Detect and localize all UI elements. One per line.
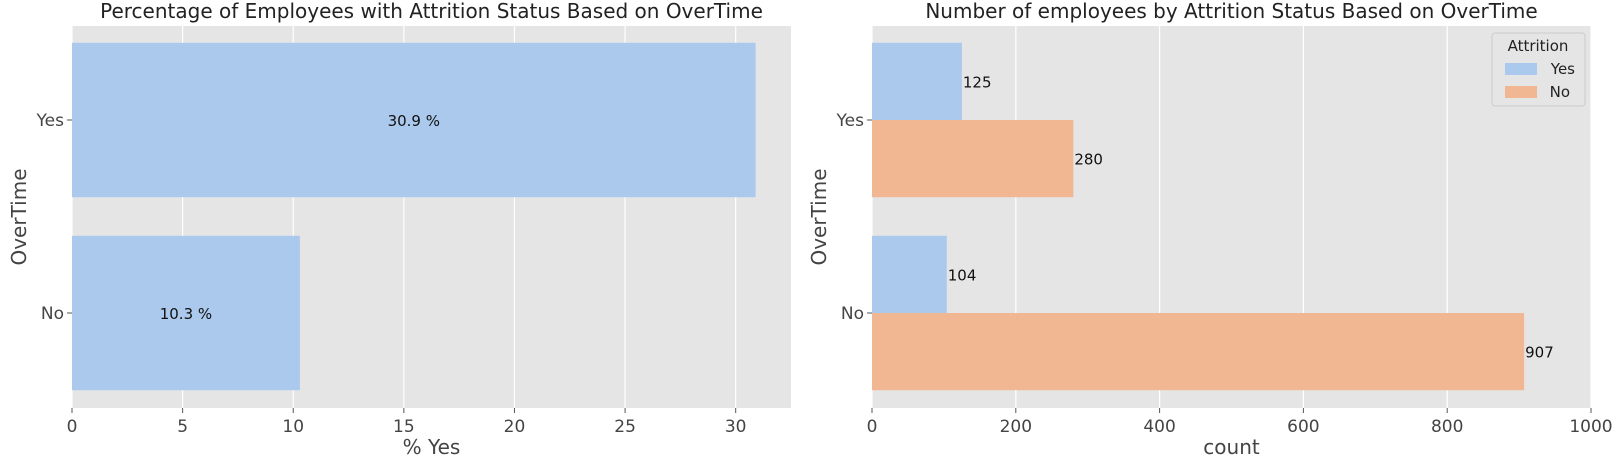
x-axis-label: count [1203,435,1260,459]
bar-no-yes [872,120,1074,198]
x-axis-label: % Yes [403,435,461,459]
x-tick-label: 30 [725,417,747,437]
bar-no-no [872,313,1525,391]
data-label: 280 [1074,151,1103,169]
data-labels: 30.9 % 10.3 % [160,112,440,323]
legend-swatch-no [1505,86,1537,98]
legend-label-yes: Yes [1550,60,1575,78]
y-axis-ticks: Yes No [836,111,872,324]
bar-no [72,235,300,391]
y-axis-ticks: Yes No [36,111,72,324]
data-label: 907 [1525,344,1554,362]
bars [72,42,756,391]
y-tick-label: Yes [836,111,865,131]
x-tick-label: 15 [393,417,415,437]
x-tick-label: 1000 [1569,417,1612,437]
bar-yes-no [872,235,947,313]
legend: Attrition Yes No [1491,32,1586,107]
legend-label-no: No [1550,83,1570,101]
percentage-chart: 0 5 10 15 20 25 30 Yes No 30.9 % 10.3 % Percenta… [7,0,791,459]
x-tick-label: 10 [282,417,304,437]
y-tick-label: Yes [36,111,65,131]
x-tick-label: 0 [867,417,878,437]
chart-title: Percentage of Employees with Attrition S… [100,0,763,23]
x-tick-label: 600 [1287,417,1319,437]
x-tick-label: 5 [177,417,188,437]
x-axis-ticks: 0 200 400 600 800 1000 [867,408,1613,437]
y-tick-label: No [41,304,64,324]
legend-title: Attrition [1508,37,1569,55]
data-labels: 125 104 280 907 [948,73,1554,361]
data-label: 125 [963,73,992,91]
x-tick-label: 0 [67,417,78,437]
x-axis-ticks: 0 5 10 15 20 25 30 [67,408,747,437]
data-label: 104 [948,266,977,284]
bars [872,42,1525,391]
y-axis-label: OverTime [7,168,31,265]
data-label: 30.9 % [388,112,440,130]
x-tick-label: 800 [1431,417,1463,437]
chart-title: Number of employees by Attrition Status … [925,0,1537,23]
x-tick-label: 200 [1000,417,1032,437]
bar-yes [72,42,756,198]
x-tick-label: 20 [504,417,526,437]
x-tick-label: 25 [614,417,636,437]
y-tick-label: No [841,304,864,324]
legend-swatch-yes [1505,63,1537,75]
data-label: 10.3 % [160,305,212,323]
y-axis-label: OverTime [807,168,831,265]
count-chart: 0 200 400 600 800 1000 Yes No 125 104 280 907 Num… [807,0,1613,459]
x-tick-label: 400 [1143,417,1175,437]
bar-yes-yes [872,42,962,120]
